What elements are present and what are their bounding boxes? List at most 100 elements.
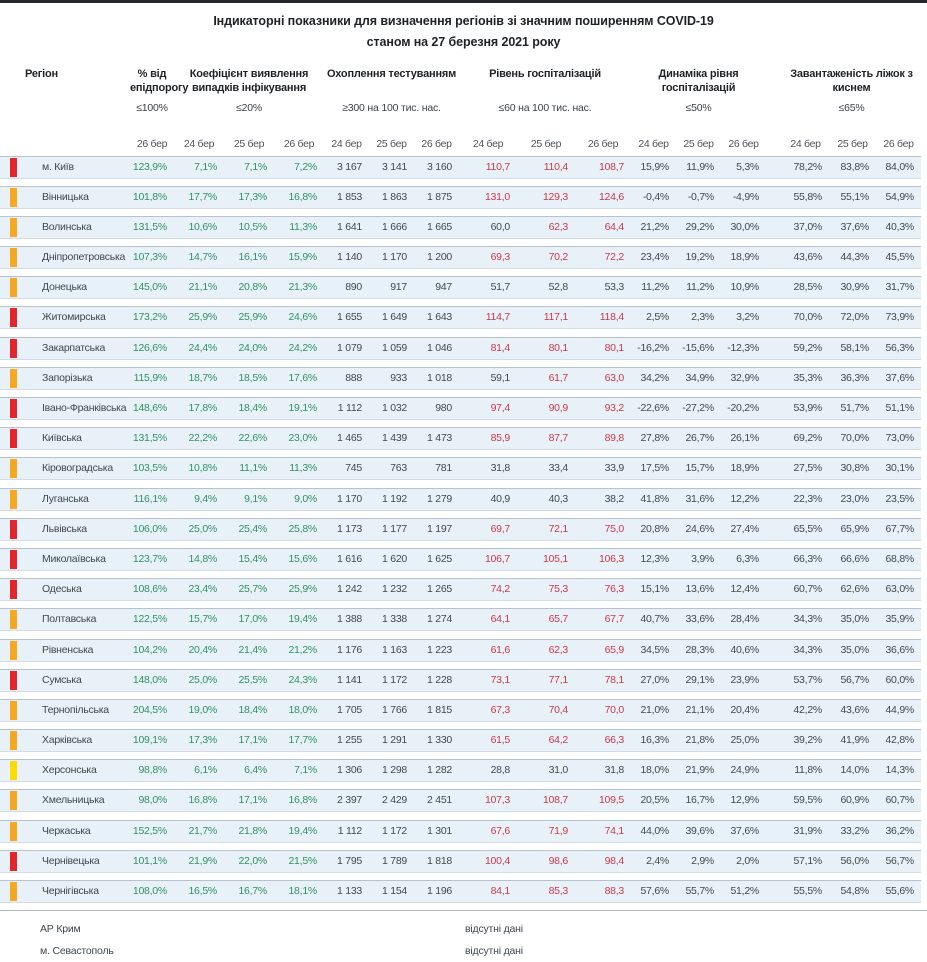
threshold-label: ≤50% [685,101,712,114]
value-cell: 58,1% [840,341,869,354]
value-cell: 40,3% [885,220,914,233]
value-cell: 3 167 [336,160,362,173]
value-cell: 23,5% [885,492,914,505]
value-cell: 18,4% [238,703,267,716]
value-cell: 93,2 [604,402,625,414]
value-cell: 72,2 [604,251,625,264]
value-cell: 1 282 [426,764,452,777]
value-cell: 1 176 [336,643,362,656]
value-cell: 100,4 [484,854,510,867]
value-cell: 76,3 [604,583,625,596]
value-cell: -20,2% [727,402,759,414]
value-cell: 40,9 [490,492,511,505]
value-cell: 34,3% [793,613,822,626]
date-label: 26 бер [883,137,914,150]
value-cell: 85,3 [548,885,569,897]
value-cell: 21,1% [188,281,217,294]
table-row: Київська 131,5% 22,2% 22,6% 23,0% 1 465 1 439 1… [0,427,921,451]
region-name: Чернігівська [42,885,99,897]
value-cell: 18,0% [640,764,669,777]
value-cell: 1 306 [336,764,362,777]
value-cell: 42,8% [885,734,914,747]
value-cell: 1 232 [381,583,407,596]
value-cell: 116,1% [133,492,168,505]
value-cell: 31,6% [685,492,714,505]
region-cell: Одеська [0,579,130,600]
value-cell: 15,6% [288,552,317,565]
value-cell: 7,1% [244,160,267,173]
value-cell: 37,6% [730,824,759,837]
column-group-header: Рівень госпіталізацій [489,67,601,80]
value-cell: 1 274 [426,613,452,626]
value-cell: 781 [435,462,452,475]
value-cell: 108,0% [132,885,167,897]
value-cell: 28,5% [793,281,822,294]
page-title: Індикаторні показники для визначення рег… [0,11,927,54]
value-cell: 54,8% [840,885,869,897]
value-cell: 37,6% [840,220,869,233]
value-cell: 23,4% [188,583,217,596]
value-cell: -0,7% [687,190,714,203]
date-label: 25 бер [233,137,265,150]
value-cell: 16,8% [188,794,217,807]
date-label: 25 бер [376,137,407,150]
status-marker [10,580,17,600]
value-cell: 25,9% [238,311,267,324]
value-cell: 103,5% [132,462,167,475]
status-marker [10,248,17,268]
value-cell: 31,0 [548,764,569,777]
value-cell: 1 112 [337,824,363,837]
value-cell: 1 338 [381,613,407,626]
value-cell: 14,7% [188,251,217,264]
value-cell: 34,2% [640,371,669,384]
region-name: Чернівецька [42,854,100,867]
value-cell: 131,5% [132,220,167,233]
value-cell: 15,7% [685,462,714,475]
value-cell: 36,2% [885,824,914,837]
status-marker [10,791,17,811]
value-cell: 118,4 [599,311,625,324]
value-cell: 16,7% [238,885,267,897]
value-cell: 44,0% [640,824,669,837]
status-marker [10,278,17,298]
value-cell: 122,5% [132,613,167,626]
value-cell: 29,1% [685,673,714,686]
value-cell: 20,5% [640,794,669,807]
value-cell: 14,8% [188,552,217,565]
value-cell: 40,3 [548,492,569,505]
column-spacer [766,790,782,811]
value-cell: 44,9% [885,703,914,716]
value-cell: 20,8% [640,522,669,535]
value-cell: 11,2% [641,281,669,294]
value-cell: 19,2% [685,251,714,264]
value-cell: 1 620 [381,552,407,565]
value-cell: 17,7% [288,734,317,747]
table-row: Хмельницька 98,0% 16,8% 17,1% 16,8% 2 397 2 42… [0,789,921,813]
status-marker [10,308,17,328]
value-cell: 108,7 [598,160,624,173]
region-name: Волинська [42,220,92,233]
value-cell: 107,3 [484,794,510,807]
value-cell: 26,1% [730,432,759,445]
value-cell: 763 [390,462,407,475]
value-cell: 12,4% [730,583,759,596]
value-cell: 1 666 [381,220,407,233]
column-spacer [766,881,782,902]
region-name: Вінницька [42,190,89,203]
value-cell: 40,6% [730,643,759,656]
value-cell: 98,8% [138,764,167,777]
threshold-label: ≤20% [236,101,262,114]
value-cell: 15,9% [288,251,317,264]
region-name: Івано-Франківська [42,402,127,414]
value-cell: 24,0% [238,341,267,354]
value-cell: 14,0% [840,764,869,777]
no-data-row: м. Севастополь відсутні дані [0,940,927,962]
value-cell: 1 465 [336,432,362,445]
value-cell: 933 [390,371,407,384]
region-cell: Херсонська [0,760,130,781]
value-cell: 62,6% [840,583,869,596]
value-cell: 21,2% [640,220,669,233]
value-cell: 1 875 [426,190,452,203]
value-cell: 24,2% [288,341,317,354]
value-cell: 98,0% [138,794,167,807]
